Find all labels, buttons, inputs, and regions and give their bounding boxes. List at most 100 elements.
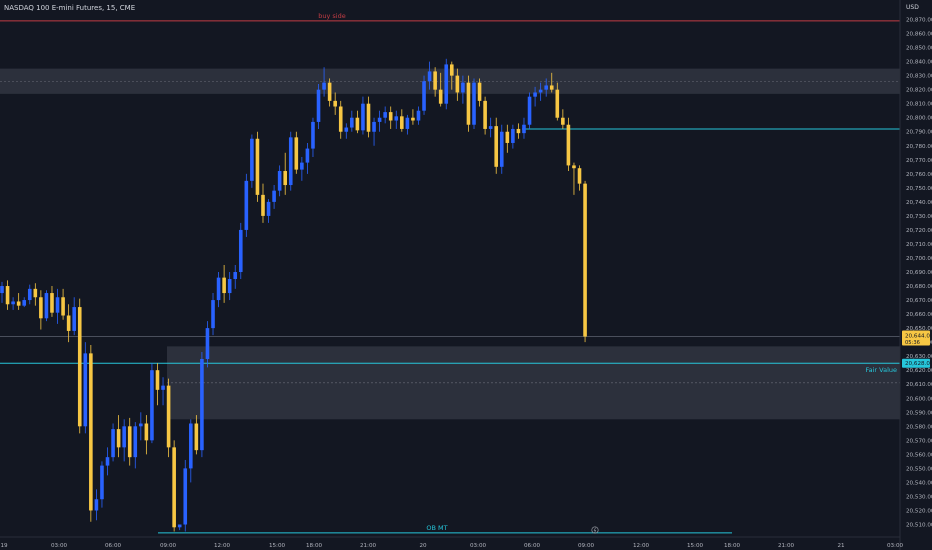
candle-body (405, 117, 410, 129)
candle-up (488, 117, 493, 138)
candle-body (294, 137, 299, 170)
candle-up (472, 78, 476, 129)
candle-body (16, 301, 21, 306)
candle-down (466, 75, 471, 132)
candle-up (216, 272, 221, 308)
candle-up (100, 461, 104, 508)
candle-down (33, 283, 38, 306)
candle-body (322, 82, 326, 90)
candle-body (283, 171, 288, 186)
candle-up (422, 75, 426, 115)
candle-body (505, 131, 510, 143)
candle-down (338, 100, 343, 139)
currency-label[interactable]: USD (906, 4, 919, 11)
candle-body (388, 112, 393, 121)
candle-down (194, 415, 199, 455)
price-tick-label: 20,830.00 (906, 74, 932, 80)
candle-body (89, 353, 93, 511)
candle-up (139, 412, 143, 441)
candle-body (461, 82, 465, 93)
axis-layer: 19 03:00 06:00 09:00 12:00 15:00 18:00 21:00 20 0… (0, 0, 903, 550)
candle-body (55, 297, 60, 313)
candle-down (438, 72, 443, 107)
candle-down (255, 131, 260, 202)
candle-up (244, 173, 249, 237)
candle-up (233, 265, 238, 289)
candle-down (327, 78, 332, 107)
candle-up (55, 288, 60, 324)
candle-up (183, 459, 188, 532)
candle-body (11, 301, 15, 305)
zones-layer (0, 68, 900, 420)
candle-down (483, 96, 487, 135)
time-tick-label: 03:00 (51, 543, 68, 549)
time-tick-label: 03:00 (470, 543, 487, 549)
price-tick-label: 20,520.00 (906, 508, 932, 514)
price-tick-label: 20,570.00 (906, 438, 932, 444)
candle-down (222, 265, 226, 303)
candle-body (0, 286, 4, 294)
candle-up (272, 185, 276, 209)
candle-body (344, 127, 349, 132)
levels-layer (0, 20, 900, 534)
price-tick-label: 20,700.00 (906, 256, 932, 262)
candle-down (549, 72, 554, 93)
time-tick-label: 21 (837, 543, 845, 549)
candle-body (566, 124, 571, 166)
price-tick-label: 20,800.00 (906, 116, 932, 122)
candle-down (144, 415, 149, 455)
time-tick-label: 20 (419, 543, 427, 549)
candle-body (50, 293, 54, 313)
candle-up (83, 342, 88, 434)
candle-up (344, 123, 349, 139)
candle-up (122, 419, 126, 462)
price-tick-label: 20,780.00 (906, 144, 932, 150)
candle-up (133, 422, 138, 469)
candle-up (316, 84, 321, 129)
fair-value-price-label: 20,628.00 (905, 361, 932, 367)
candle-body (100, 465, 104, 500)
candle-body (94, 499, 99, 511)
time-tick-label: 19 (0, 543, 8, 549)
candle-body (261, 194, 265, 216)
candle-up (383, 106, 387, 124)
candle-up (361, 96, 365, 135)
candle-down (494, 117, 499, 174)
candle-body (527, 96, 532, 125)
candle-down (366, 96, 371, 138)
candle-body (327, 82, 332, 101)
candle-body (277, 171, 282, 191)
candle-up (105, 447, 110, 476)
candle-up (27, 284, 32, 305)
candle-down (433, 67, 437, 97)
candle-body (238, 229, 243, 273)
candle-down (572, 162, 576, 195)
price-tick-label: 20,710.00 (906, 242, 932, 248)
candle-body (250, 138, 254, 181)
candle-body (449, 64, 454, 76)
candle-down (89, 344, 93, 522)
price-tick-label: 20,610.00 (906, 382, 932, 388)
candle-body (488, 126, 493, 129)
time-tick-label: 06:00 (105, 543, 122, 549)
candle-body (394, 116, 399, 121)
price-tick-label: 20,790.00 (906, 130, 932, 136)
candle-up (238, 222, 243, 280)
current-price-label: 20,644.00 (905, 334, 932, 340)
candle-down (155, 363, 160, 406)
candle-up (11, 297, 15, 310)
price-tick-label: 20,550.00 (906, 466, 932, 472)
price-tick-label: 20,650.00 (906, 326, 932, 332)
candle-up (416, 106, 421, 125)
candle-body (477, 82, 482, 101)
labels-layer: 20,870.00 20,860.00 20,850.00 20,840.00 20,8… (318, 12, 932, 534)
candle-down (116, 415, 121, 458)
candle-body (522, 124, 526, 134)
price-tick-label: 20,530.00 (906, 494, 932, 500)
candle-body (538, 89, 543, 93)
price-tick-label: 20,740.00 (906, 200, 932, 206)
candle-body (27, 288, 32, 301)
candle-down (449, 61, 454, 90)
candle-up (211, 293, 215, 336)
